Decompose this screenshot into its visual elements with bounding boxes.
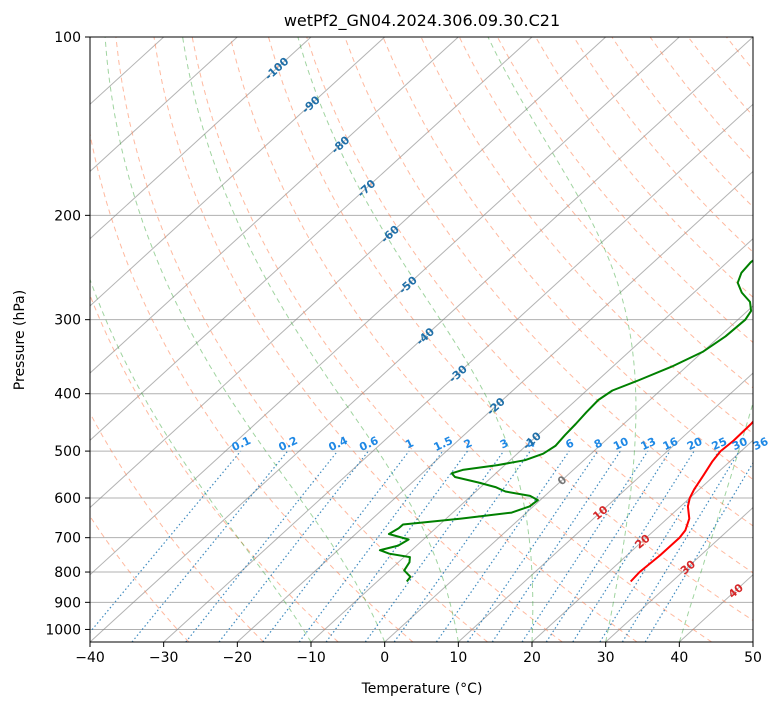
- dry-adiabat-line: [687, 37, 753, 117]
- mixing-ratio-line: [572, 450, 695, 642]
- dry-adiabat-line: [496, 37, 753, 344]
- background-lines: [90, 37, 775, 642]
- mixing-ratio-line: [364, 450, 505, 642]
- x-tick-label: 40: [670, 650, 688, 666]
- axis-ticks: −40 −30 −20 −10 0 10 20 30 40 50 100 200 300 400 500 60…: [45, 30, 762, 666]
- dry-adiabat-line: [115, 37, 488, 642]
- x-tick-label: −20: [223, 650, 253, 666]
- dry-adiabat-line: [611, 37, 753, 208]
- dry-adiabat-line: [229, 37, 712, 642]
- isotherm-line: [310, 237, 753, 642]
- y-tick-label: 1000: [45, 622, 81, 638]
- dry-adiabat-line: [153, 37, 563, 642]
- mixing-ratio-line: [131, 450, 289, 642]
- mixing-ratio-label: 8: [592, 436, 604, 451]
- mixing-ratio-label: 16: [661, 435, 681, 453]
- isotherm-line: [752, 641, 753, 642]
- chart-title: wetPf2_GN04.2024.306.09.30.C21: [284, 11, 560, 31]
- y-tick-label: 500: [54, 444, 81, 460]
- moist-adiabat-line: [487, 37, 637, 642]
- isotherm-line: [531, 439, 753, 642]
- dry-adiabat-line: [765, 37, 775, 642]
- x-tick-label: 20: [523, 650, 541, 666]
- mixing-ratio-line: [298, 450, 444, 642]
- mixing-ratio-line: [90, 450, 242, 634]
- mixing-ratio-label: 1: [403, 436, 415, 451]
- y-tick-label: 400: [54, 387, 81, 403]
- y-axis-label: Pressure (hPa): [12, 290, 28, 390]
- isotherm-line: [384, 305, 753, 642]
- isotherm-line: [90, 37, 312, 240]
- moist-adiabat-line: [297, 37, 534, 642]
- mixing-ratio-label: 10: [611, 435, 631, 453]
- mixing-ratio-line: [262, 450, 410, 642]
- moist-adiabat-line: [182, 37, 459, 642]
- mixing-ratio-label: 6: [563, 436, 576, 451]
- y-tick-label: 300: [54, 313, 81, 329]
- x-tick-label: 10: [449, 650, 467, 666]
- mixing-ratio-line: [599, 450, 720, 642]
- isotherm-line: [90, 37, 386, 307]
- mixing-ratio-label: 36: [751, 435, 771, 453]
- dry-adiabat-line: [726, 37, 753, 71]
- mixing-ratio-line: [218, 450, 369, 642]
- mixing-ratio-line: [644, 461, 753, 642]
- mixing-ratio-line: [393, 450, 531, 642]
- isotherm-line: [236, 170, 753, 642]
- dry-adiabat-line: [649, 37, 753, 163]
- dry-adiabat-line: [306, 37, 753, 574]
- y-tick-label: 600: [54, 491, 81, 507]
- isotherm-line: [90, 37, 238, 173]
- moist-adiabat-line: [90, 278, 312, 642]
- dry-adiabat-line: [90, 293, 339, 642]
- x-tick-label: −30: [149, 650, 179, 666]
- mixing-ratio-line: [467, 450, 599, 642]
- dry-adiabat-line: [458, 37, 753, 389]
- dry-adiabat-line: [191, 37, 638, 642]
- y-tick-label: 700: [54, 531, 81, 547]
- dry-adiabat-line: [90, 515, 190, 642]
- dry-adiabat-line: [344, 37, 753, 527]
- temperature-line: [629, 420, 753, 583]
- mixing-ratio-line: [185, 450, 339, 642]
- x-tick-label: 50: [744, 650, 762, 666]
- moist-adiabat-line: [678, 401, 753, 642]
- mixing-ratio-label: 13: [639, 435, 658, 453]
- moist-adiabat-line: [104, 37, 386, 642]
- y-tick-label: 800: [54, 565, 81, 581]
- isotherm-line: [90, 37, 607, 509]
- y-tick-label: 100: [54, 30, 81, 46]
- y-tick-label: 900: [54, 595, 81, 611]
- isotherm-line: [90, 37, 459, 374]
- x-tick-label: 0: [380, 650, 389, 666]
- mixing-ratio-label: 20: [685, 435, 705, 453]
- mixing-ratio-line: [435, 450, 570, 642]
- isotherm-line: [605, 506, 753, 642]
- plot-frame: [89, 36, 754, 643]
- profile-lines: [378, 259, 753, 583]
- y-tick-label: 200: [54, 208, 81, 224]
- dry-adiabat-line: [573, 37, 753, 253]
- isotherm-line: [90, 37, 533, 442]
- dry-adiabat-line: [535, 37, 753, 298]
- x-tick-label: −40: [75, 650, 105, 666]
- isotherm-line: [457, 372, 753, 642]
- mixing-ratio-label: 25: [710, 435, 729, 453]
- isotherm-line: [90, 37, 753, 642]
- dry-adiabat-line: [90, 131, 414, 642]
- mixing-ratio-line: [621, 450, 740, 642]
- x-axis-label: Temperature (°C): [361, 681, 483, 697]
- mixing-ratio-label: 30: [730, 435, 750, 453]
- isotherm-line: [163, 103, 753, 642]
- dry-adiabat-line: [268, 37, 753, 622]
- dewpoint-line: [378, 259, 753, 583]
- x-tick-label: −10: [296, 650, 326, 666]
- mixing-ratio-label: 3: [498, 436, 510, 451]
- isotherm-line: [90, 37, 680, 576]
- dry-adiabat-line: [90, 412, 264, 642]
- x-tick-label: 30: [597, 650, 615, 666]
